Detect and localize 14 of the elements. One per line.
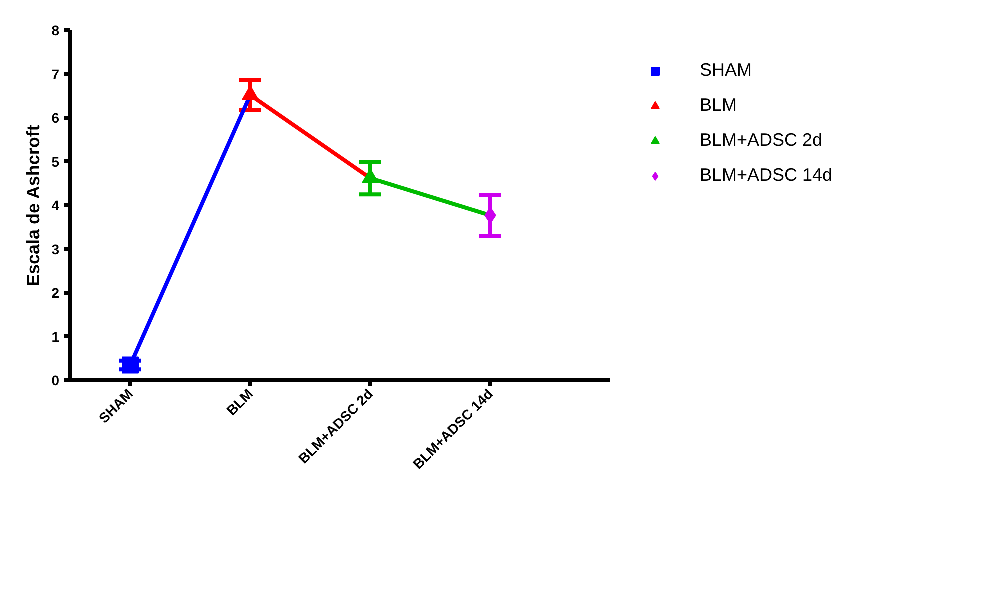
legend-label: BLM+ADSC 14d [700,165,833,186]
y-tick-label: 5 [52,154,60,170]
y-tick-label: 7 [52,66,60,82]
legend-label: BLM [700,95,738,116]
y-tick-label: 8 [52,22,60,38]
y-tick-label: 2 [52,285,60,301]
y-axis-title: Escala de Ashcroft [24,125,44,287]
y-tick-label: 0 [52,372,60,388]
y-tick-label: 1 [52,328,60,345]
legend-label: BLM+ADSC 2d [700,130,823,151]
legend-label: SHAM [700,60,752,81]
y-tick-label: 4 [52,198,60,214]
y-tick-label: 3 [52,241,60,258]
y-tick-label: 6 [52,110,60,126]
